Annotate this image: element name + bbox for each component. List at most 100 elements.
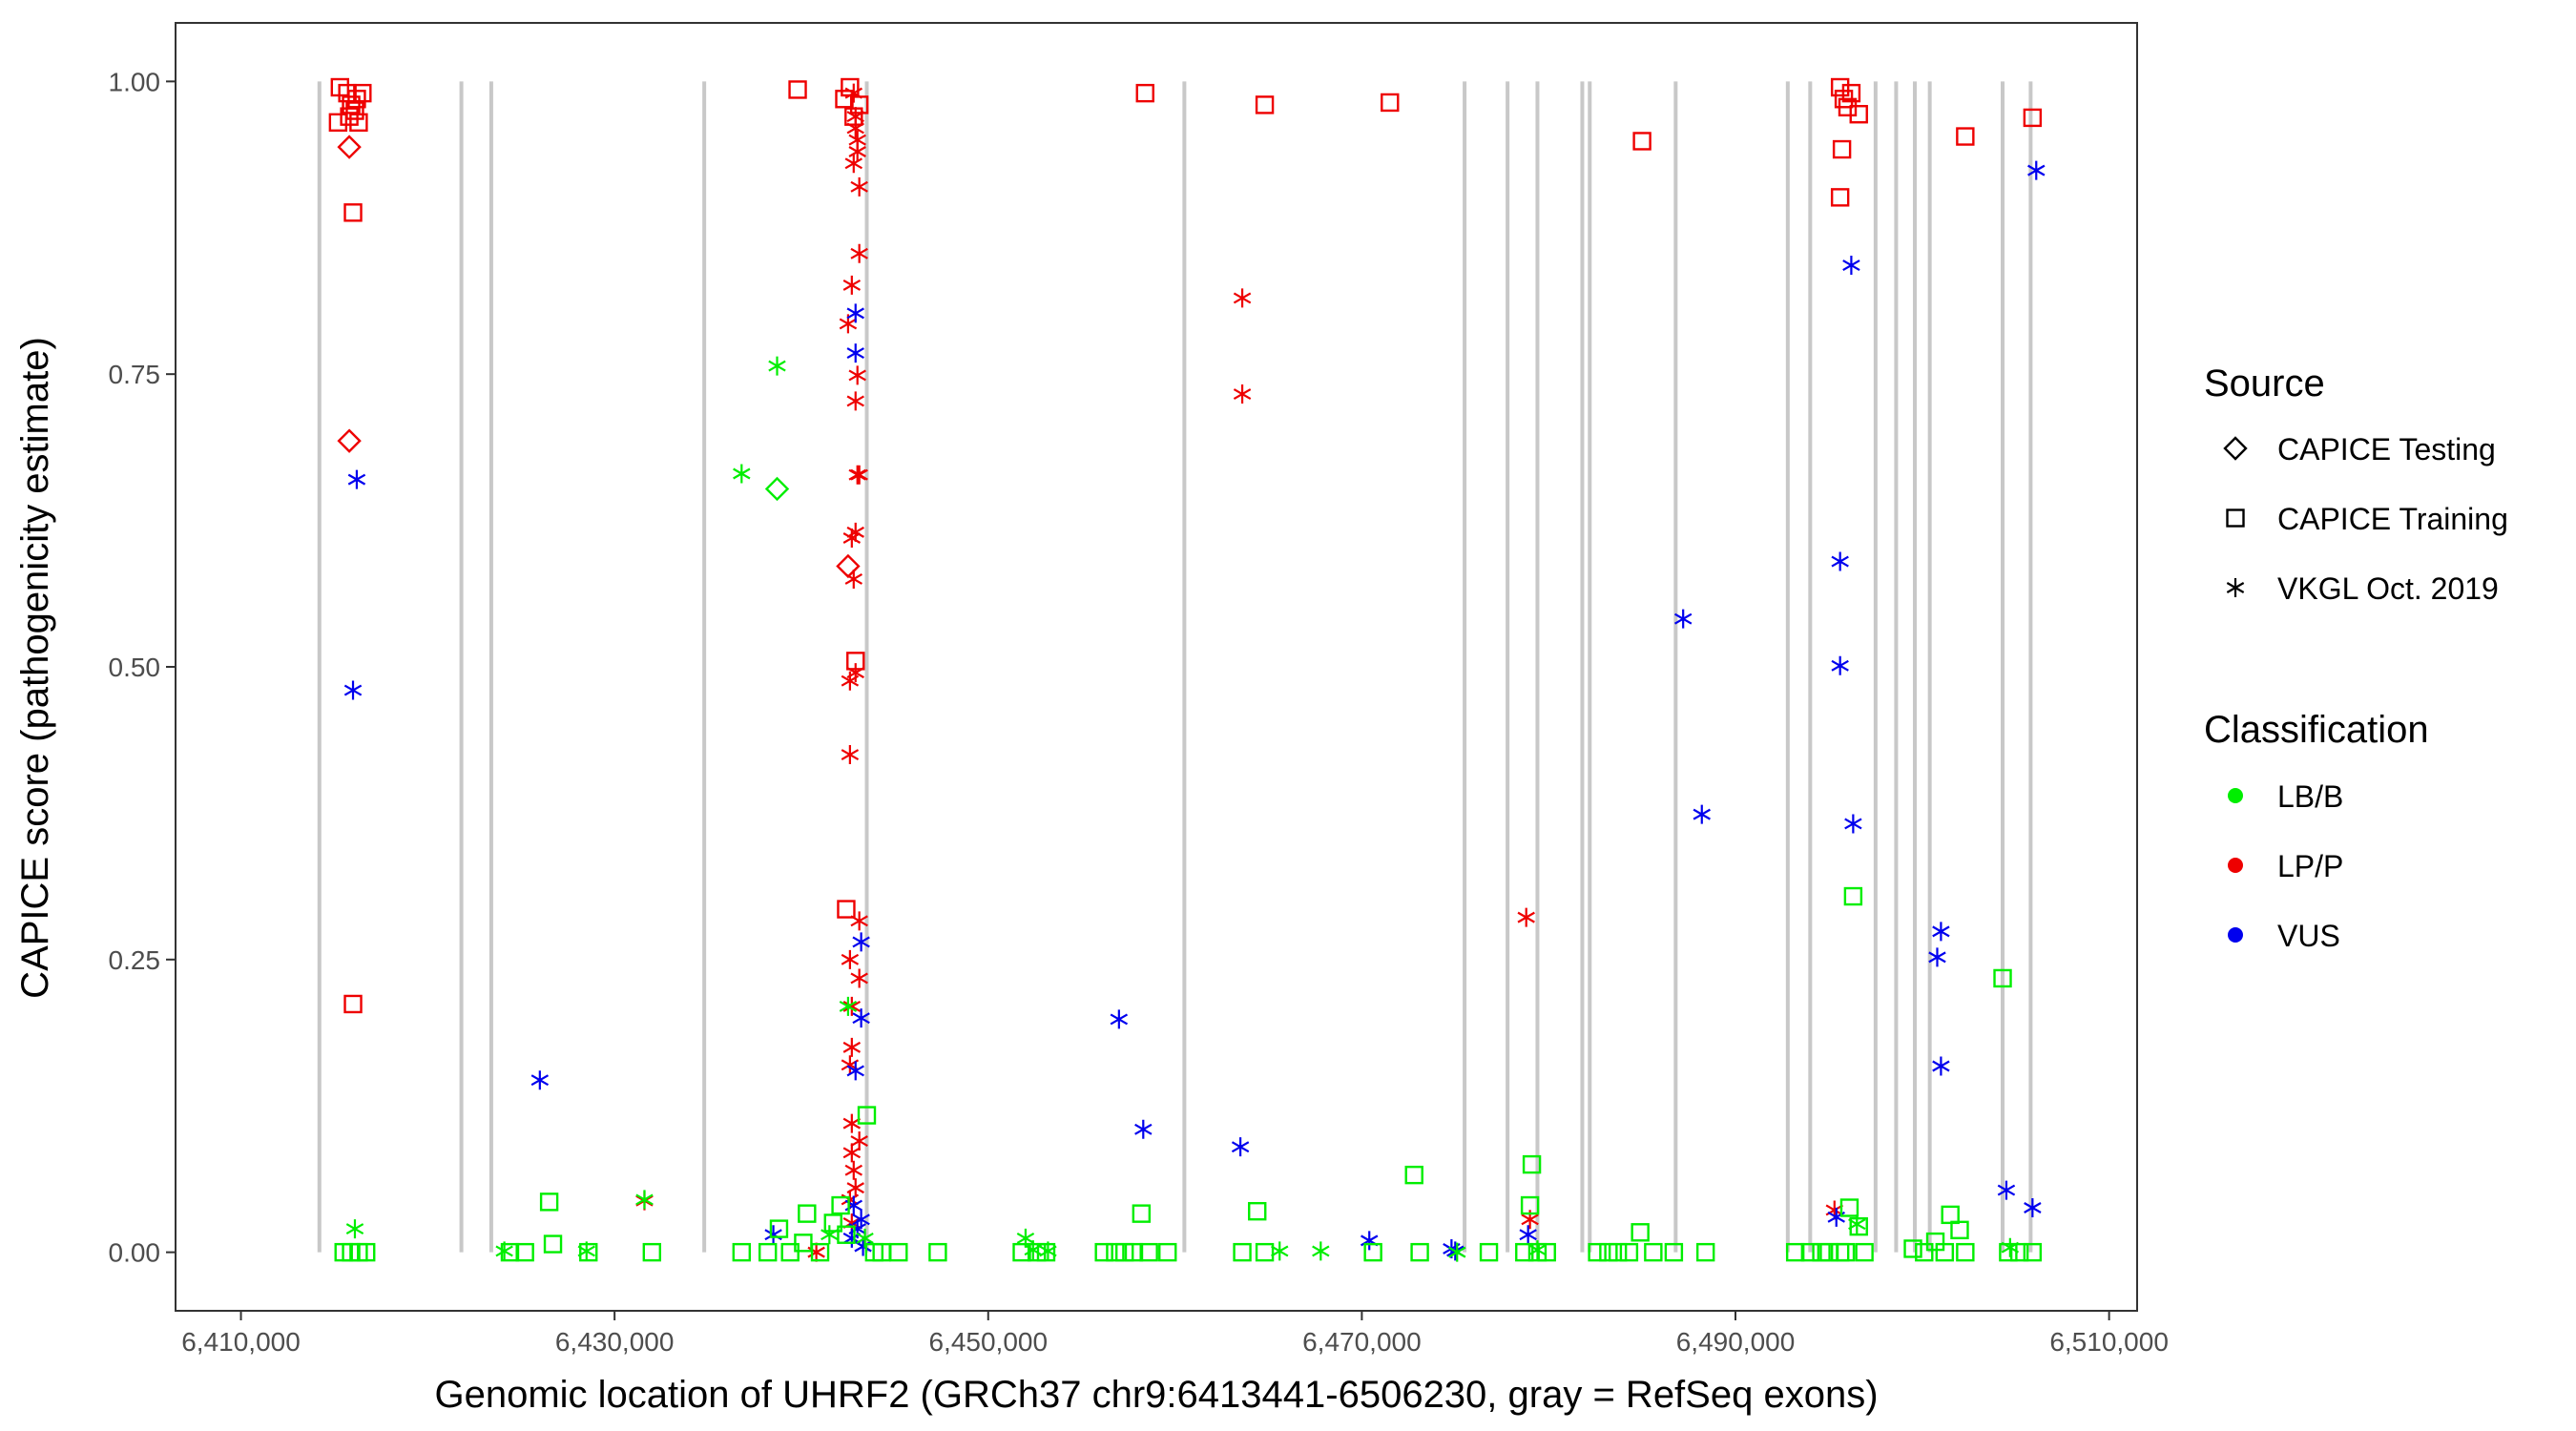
data-point: [1537, 1242, 1556, 1262]
data-point: [1831, 655, 1849, 675]
data-point: [842, 996, 862, 1016]
data-point: [1134, 1119, 1153, 1139]
data-point: [1448, 1242, 1466, 1262]
data-point: [758, 1242, 778, 1262]
data-point: [889, 1242, 908, 1262]
data-point: [1844, 814, 1862, 834]
data-point: [1993, 968, 2012, 988]
data-point: [337, 135, 362, 159]
data-point: [1941, 1205, 1960, 1225]
data-point: [837, 1225, 856, 1244]
data-point: [857, 1106, 877, 1125]
data-point: [769, 1219, 789, 1238]
data-point: [850, 968, 868, 988]
x-tick-label: 6,470,000: [1302, 1327, 1422, 1357]
data-point: [579, 1242, 598, 1262]
legend-class-label-lpp: LP/P: [2277, 849, 2343, 883]
data-point: [1935, 1242, 1955, 1262]
data-point: [1925, 1232, 1945, 1252]
x-tick-label: 6,430,000: [555, 1327, 675, 1357]
data-point: [337, 428, 362, 453]
data-points: [328, 77, 2046, 1262]
data-point: [848, 365, 866, 385]
data-point: [850, 243, 868, 263]
data-point: [1363, 1242, 1382, 1262]
legend-key-class: [2228, 858, 2243, 873]
data-point: [733, 464, 751, 484]
data-point: [846, 522, 864, 542]
data-point: [2023, 108, 2043, 128]
data-point: [1094, 1242, 1113, 1262]
data-point: [539, 1192, 559, 1212]
data-point: [500, 1242, 520, 1262]
data-point: [357, 1242, 376, 1262]
data-point: [347, 90, 366, 109]
data-point: [1519, 1225, 1537, 1245]
data-point: [2024, 1198, 2042, 1217]
data-point: [1855, 1242, 1874, 1262]
data-point: [1849, 1216, 1868, 1236]
data-point: [1839, 1198, 1859, 1217]
data-point: [347, 469, 366, 489]
data-point: [1644, 1242, 1663, 1262]
legend-source-label-testing: CAPICE Testing: [2277, 432, 2496, 467]
data-point: [342, 95, 361, 114]
data-point: [1915, 1242, 1934, 1262]
legend-key-class: [2228, 927, 2243, 943]
data-point: [345, 1219, 364, 1239]
data-point: [1381, 93, 1400, 113]
data-point: [839, 996, 858, 1016]
data-point: [846, 303, 864, 323]
data-point: [1036, 1242, 1056, 1262]
y-tick-label: 0.50: [109, 653, 161, 682]
data-point: [1012, 1242, 1031, 1262]
data-point: [846, 118, 864, 138]
data-point: [844, 154, 862, 174]
legend: Source CAPICE Testing CAPICE Training VK…: [2204, 363, 2508, 953]
data-point: [1124, 1242, 1144, 1262]
data-point: [1110, 1009, 1129, 1029]
data-point: [1248, 1201, 1267, 1221]
data-point: [1158, 1242, 1177, 1262]
data-point: [1695, 1242, 1715, 1262]
data-point: [1515, 1242, 1534, 1262]
data-point: [1785, 1242, 1805, 1262]
data-point: [530, 1070, 550, 1090]
data-point: [844, 107, 863, 126]
data-point: [1404, 1165, 1423, 1185]
data-point: [343, 203, 363, 222]
data-point: [1693, 804, 1711, 824]
data-point: [842, 275, 862, 295]
x-axis-title: Genomic location of UHRF2 (GRCh37 chr9:6…: [434, 1374, 1878, 1416]
data-point: [842, 1113, 862, 1133]
legend-class-label-lbb: LB/B: [2277, 779, 2343, 814]
data-point: [1673, 609, 1693, 629]
legend-class-label-vus: VUS: [2277, 919, 2340, 953]
data-point: [1903, 1239, 1922, 1258]
data-point: [1608, 1242, 1628, 1262]
data-point: [635, 1190, 654, 1210]
data-point: [1830, 188, 1850, 207]
data-point: [1932, 922, 1950, 942]
data-point: [1928, 947, 1946, 967]
data-point: [844, 569, 862, 589]
data-point: [841, 949, 860, 969]
data-point: [343, 994, 363, 1014]
data-point: [810, 1242, 830, 1262]
data-point: [1932, 1056, 1950, 1076]
data-point: [850, 176, 868, 197]
data-point: [928, 1242, 947, 1262]
data-point: [353, 83, 372, 103]
x-tick-label: 6,450,000: [928, 1327, 1048, 1357]
data-point: [850, 911, 868, 931]
data-point: [1800, 1242, 1820, 1262]
data-point: [798, 1204, 817, 1223]
data-point: [842, 529, 862, 548]
y-tick-label: 0.00: [109, 1238, 161, 1268]
data-point: [1842, 256, 1860, 276]
data-point: [328, 113, 348, 133]
legend-key-testing: [2223, 436, 2248, 461]
data-point: [2023, 1242, 2043, 1262]
exon-lines: [317, 81, 2033, 1253]
